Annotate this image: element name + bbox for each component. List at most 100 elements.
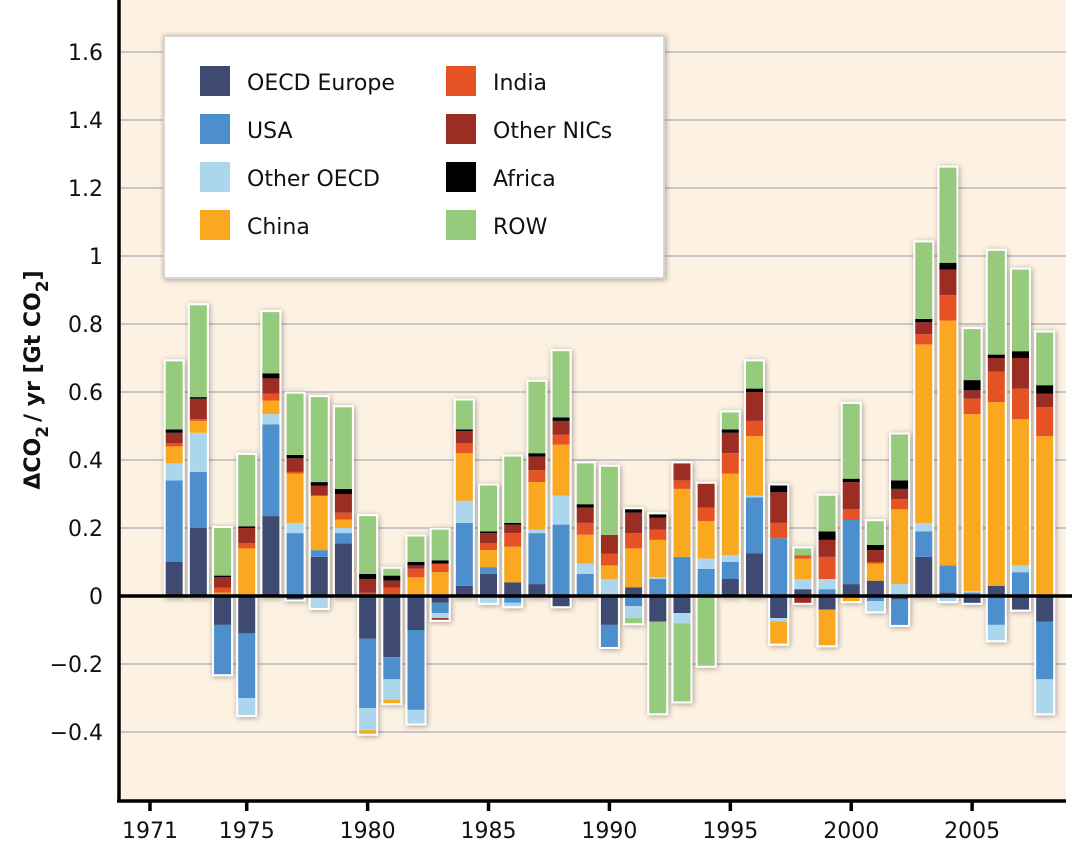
legend-swatch bbox=[446, 66, 476, 96]
bar-segment-usa bbox=[214, 624, 232, 675]
bar-segment-india bbox=[214, 587, 232, 593]
bar-segment-india bbox=[697, 507, 715, 522]
bar-segment-other-oecd bbox=[818, 579, 836, 590]
bar-segment-other-nics bbox=[987, 358, 1005, 372]
bar-stack-1991 bbox=[623, 507, 645, 626]
bar-stack-1996 bbox=[744, 359, 765, 598]
bar-segment-china bbox=[649, 539, 667, 578]
bar-stack-1983 bbox=[429, 527, 451, 622]
bar-segment-africa bbox=[455, 429, 473, 432]
bar-segment-india bbox=[746, 420, 763, 437]
bar-segment-row bbox=[576, 463, 594, 505]
bar-segment-india bbox=[987, 371, 1005, 403]
bar-segment-africa bbox=[576, 504, 594, 508]
y-tick-label: 0.4 bbox=[68, 449, 103, 474]
bar-segment-china bbox=[407, 577, 425, 596]
bar-segment-other-oecd bbox=[431, 613, 449, 619]
bar-segment-row bbox=[262, 312, 280, 374]
bar-segment-india bbox=[649, 529, 667, 540]
bar-segment-other-nics bbox=[504, 524, 522, 534]
bar-segment-usa bbox=[673, 556, 691, 596]
bar-segment-row bbox=[649, 621, 667, 714]
bar-segment-usa bbox=[480, 567, 498, 574]
bar-segment-other-nics bbox=[359, 579, 377, 593]
bar-segment-other-oecd bbox=[649, 577, 667, 579]
bar-segment-other-oecd bbox=[286, 522, 304, 534]
bar-segment-usa bbox=[915, 531, 933, 557]
bar-segment-other-oecd bbox=[794, 579, 812, 590]
bar-segment-row bbox=[842, 403, 860, 479]
bar-segment-other-oecd bbox=[746, 495, 763, 498]
bar-stack-2007 bbox=[1009, 267, 1031, 612]
bar-segment-china bbox=[359, 730, 377, 734]
bar-segment-africa bbox=[552, 417, 570, 421]
bar-segment-other-nics bbox=[528, 456, 546, 471]
bar-segment-usa bbox=[818, 589, 836, 596]
bar-segment-other-nics bbox=[842, 482, 860, 510]
bar-segment-usa bbox=[576, 573, 594, 596]
legend-label: China bbox=[247, 215, 310, 240]
bar-segment-row bbox=[286, 393, 304, 455]
bar-segment-africa bbox=[1036, 385, 1054, 394]
bar-segment-usa bbox=[939, 565, 957, 593]
bar-segment-india bbox=[286, 471, 304, 474]
bar-segment-oecd-europe bbox=[310, 556, 328, 596]
bar-segment-africa bbox=[238, 526, 256, 528]
bar-segment-row bbox=[625, 618, 643, 624]
bar-segment-other-nics bbox=[1036, 393, 1054, 408]
bar-segment-africa bbox=[262, 373, 280, 379]
bar-segment-china bbox=[746, 436, 763, 496]
x-tick-label: 1990 bbox=[581, 819, 637, 844]
legend-box bbox=[163, 35, 665, 279]
legend-swatch bbox=[200, 210, 230, 240]
y-tick-label: 0.2 bbox=[68, 517, 103, 542]
bar-segment-oecd-europe bbox=[770, 596, 788, 619]
bar-segment-oecd-europe bbox=[383, 596, 401, 658]
y-axis-label-main: ΔCO bbox=[21, 438, 46, 490]
bar-segment-china bbox=[721, 473, 739, 556]
bar-segment-africa bbox=[891, 480, 909, 489]
bar-segment-row bbox=[915, 242, 933, 319]
bar-segment-other-nics bbox=[407, 565, 425, 569]
legend-item: Other OECD bbox=[200, 162, 380, 192]
bar-segment-row bbox=[721, 412, 739, 430]
bar-segment-india bbox=[262, 393, 280, 401]
bar-segment-china bbox=[963, 414, 981, 591]
bar-segment-other-oecd bbox=[697, 558, 715, 569]
bar-segment-africa bbox=[165, 429, 183, 433]
bar-segment-africa bbox=[383, 575, 401, 581]
x-tick-label: 1971 bbox=[122, 819, 178, 844]
bars bbox=[163, 165, 1056, 736]
legend-item: China bbox=[200, 210, 310, 240]
bar-segment-oecd-europe bbox=[625, 587, 643, 596]
bar-segment-other-nics bbox=[963, 390, 981, 399]
bar-segment-usa bbox=[625, 596, 643, 607]
bar-segment-india bbox=[818, 556, 836, 579]
bar-segment-other-nics bbox=[746, 392, 763, 421]
bar-segment-row bbox=[963, 329, 981, 381]
bar-segment-oecd-europe bbox=[359, 596, 377, 639]
bar-segment-usa bbox=[649, 579, 667, 596]
bar-segment-other-nics bbox=[866, 550, 884, 562]
bar-segment-china bbox=[625, 548, 643, 588]
bar-segment-oecd-europe bbox=[794, 589, 812, 596]
bar-segment-africa bbox=[528, 453, 546, 457]
bar-segment-row bbox=[528, 381, 546, 454]
legend-item: Other NICs bbox=[446, 114, 612, 144]
bar-segment-china bbox=[1036, 436, 1054, 596]
bar-segment-other-oecd bbox=[334, 528, 352, 534]
y-tick-label: 1.6 bbox=[68, 41, 103, 66]
bar-segment-usa bbox=[189, 471, 207, 528]
bar-segment-oecd-europe bbox=[480, 573, 498, 596]
bar-segment-row bbox=[939, 167, 957, 263]
bar-segment-other-oecd bbox=[915, 522, 933, 532]
bar-segment-other-nics bbox=[915, 322, 933, 335]
bar-segment-usa bbox=[165, 480, 183, 562]
bar-segment-oecd-europe bbox=[600, 596, 618, 625]
bar-segment-oecd-europe bbox=[455, 585, 473, 596]
y-tick-label: −0.2 bbox=[50, 653, 103, 678]
bar-segment-india bbox=[431, 563, 449, 573]
bar-segment-usa bbox=[504, 596, 522, 603]
bar-segment-africa bbox=[504, 522, 522, 525]
bar-segment-africa bbox=[963, 380, 981, 391]
